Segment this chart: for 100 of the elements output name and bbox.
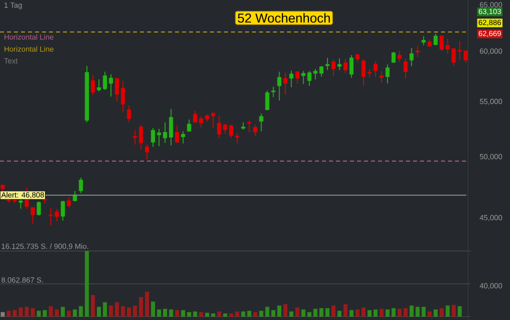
bar [374,309,378,317]
bar [84,251,89,317]
bar [355,309,360,317]
bar [133,306,137,317]
bar [199,312,204,317]
bar [283,304,288,317]
candlestick [102,71,107,90]
bar [271,310,276,317]
bar [307,312,312,317]
bar [241,311,246,317]
bar [422,306,426,317]
bar [78,306,83,317]
bar [343,304,348,317]
bar [265,306,270,317]
candlestick [247,120,252,133]
bar [157,309,162,317]
bar [229,313,234,317]
bar [440,308,444,317]
candlestick [78,177,83,194]
candlestick [90,74,95,96]
candlestick [301,70,306,84]
candlestick [337,58,342,71]
bar [114,302,119,317]
candlestick [253,124,258,137]
bar [313,308,318,317]
bar [151,302,156,317]
bar [325,308,330,317]
candlestick [361,58,366,86]
candlestick [265,90,270,111]
bar [175,310,180,317]
bar [193,311,198,317]
candlestick [169,108,174,146]
bar [259,310,264,317]
bar [235,311,240,317]
bar [12,310,17,317]
bar [416,306,420,317]
candlestick [72,190,77,202]
candlestick [271,86,276,98]
candlestick [259,113,264,132]
bar [289,311,294,317]
bar [392,308,396,317]
bar [434,309,438,317]
candlestick [319,66,324,78]
candlestick [295,70,300,84]
bar [247,310,252,317]
candlestick [343,58,348,74]
bar [277,306,282,317]
bar [181,310,186,317]
candlestick [132,130,138,145]
bar [368,310,372,317]
bar [54,309,59,317]
bar [458,306,462,317]
candlestick [60,200,65,222]
candlestick [114,78,120,102]
bar [36,310,41,317]
bar [72,309,77,317]
candlestick [325,57,330,71]
candlestick [392,51,396,64]
candlestick [404,58,408,79]
bar [301,309,306,317]
candlestick [313,68,318,80]
bar [337,310,342,317]
bar [30,308,35,317]
bar [380,308,384,317]
candlestick [410,47,414,66]
candlestick [398,50,402,62]
candlestick [96,78,101,92]
bar [398,308,402,317]
bar [428,311,432,317]
candlestick [144,144,150,160]
bar [295,308,300,317]
bar [217,311,222,317]
candlestick [163,122,168,144]
bar [48,306,53,317]
candlestick [373,60,378,78]
bar [60,306,65,317]
bar [139,296,144,317]
bar [90,295,95,317]
bar [0,312,5,317]
bar [410,306,414,317]
candlestick [235,132,240,144]
bar [223,313,228,317]
candlestick [150,127,156,148]
candlestick [120,80,126,113]
bar [187,312,192,317]
candlestick [385,64,390,84]
candlestick [416,45,420,58]
candlestick [331,58,336,76]
candlestick [379,70,384,84]
bar [102,302,107,317]
candlestick [108,74,113,98]
bar [452,304,456,317]
bar [6,310,11,317]
bar [253,312,258,317]
candlestick [277,71,282,101]
bar [120,306,125,317]
bar [386,309,390,317]
bar [211,313,216,317]
candlestick [30,207,35,224]
bar [319,308,324,317]
